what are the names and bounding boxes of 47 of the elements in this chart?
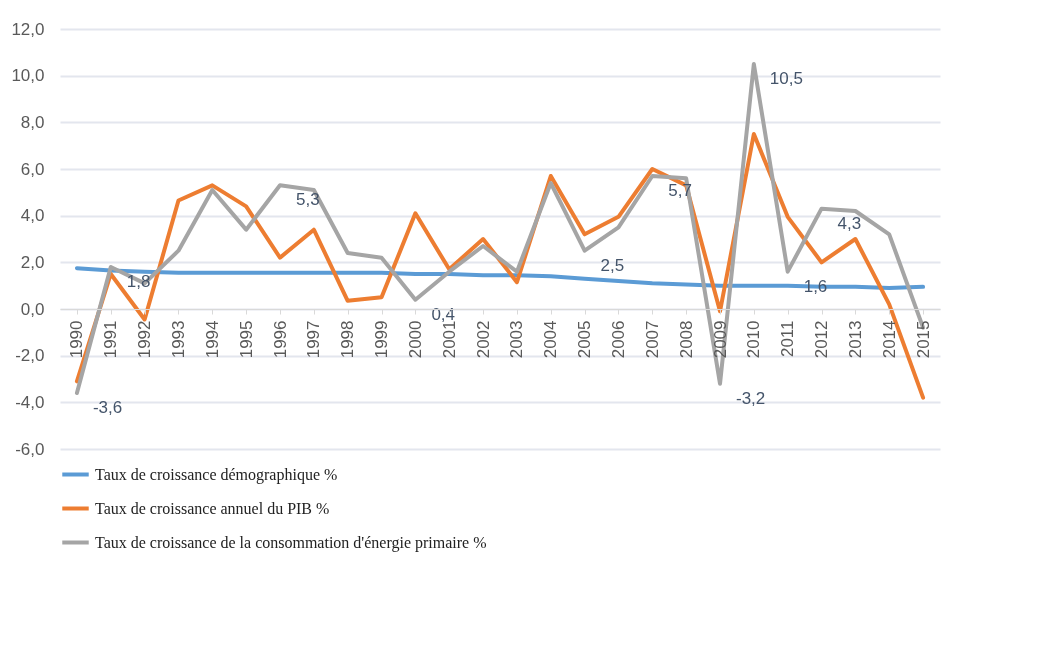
x-tick-label: 1999: [372, 320, 392, 359]
x-tick-label: 1996: [270, 320, 290, 359]
x-tick-label: 2000: [405, 320, 425, 359]
x-tick-label: 2002: [473, 320, 493, 359]
y-tick-label: 2,0: [20, 252, 45, 272]
legend-label: Taux de croissance démographique %: [95, 465, 338, 484]
x-tick-label: 2013: [845, 320, 865, 359]
x-tick-label: 1990: [67, 320, 87, 359]
x-tick-label: 2015: [913, 320, 933, 359]
legend-label: Taux de croissance annuel du PIB %: [95, 499, 330, 517]
x-tick-label: 1992: [135, 320, 155, 359]
x-tick-label: 2012: [812, 320, 832, 359]
data-label: -3,2: [736, 388, 766, 408]
y-tick-label: 0,0: [20, 299, 45, 319]
legend-label: Taux de croissance de la consommation d'énergie primaire %: [95, 533, 487, 552]
x-tick-label: 2011: [778, 320, 798, 358]
y-tick-label: -6,0: [15, 439, 45, 459]
x-tick-label: 2006: [608, 320, 628, 359]
data-label: 5,7: [668, 181, 692, 200]
x-tick-label: 2007: [642, 320, 662, 359]
x-tick-label: 1998: [338, 320, 358, 359]
x-tick-label: 1997: [304, 320, 324, 359]
x-tick-label: 1991: [101, 320, 121, 359]
y-tick-label: -2,0: [15, 346, 45, 366]
y-tick-label: 10,0: [11, 66, 45, 86]
data-label: 5,3: [296, 190, 320, 210]
y-tick-label: 4,0: [20, 206, 45, 226]
y-tick-label: 6,0: [20, 159, 45, 179]
x-tick-label: 2004: [541, 320, 561, 359]
x-tick-label: 2008: [676, 320, 696, 359]
x-tick-label: 1994: [202, 320, 222, 359]
y-tick-label: 12,0: [11, 19, 45, 39]
data-label: 10,5: [769, 69, 803, 88]
x-tick-label: 2010: [744, 320, 764, 359]
data-label: 2,5: [600, 255, 625, 275]
x-tick-label: 2014: [879, 320, 899, 359]
x-tick-label: 1993: [168, 320, 188, 359]
y-tick-label: -4,0: [15, 392, 45, 412]
x-tick-label: 2001: [439, 320, 459, 359]
data-label: -3,6: [92, 398, 123, 417]
x-tick-label: 1995: [236, 320, 256, 359]
x-tick-label: 2003: [507, 320, 527, 359]
x-tick-label: 2009: [710, 320, 730, 359]
data-label: 4,3: [837, 213, 862, 233]
x-tick-label: 2005: [575, 320, 595, 359]
data-label: 1,8: [126, 272, 151, 291]
y-tick-label: 8,0: [20, 112, 45, 132]
